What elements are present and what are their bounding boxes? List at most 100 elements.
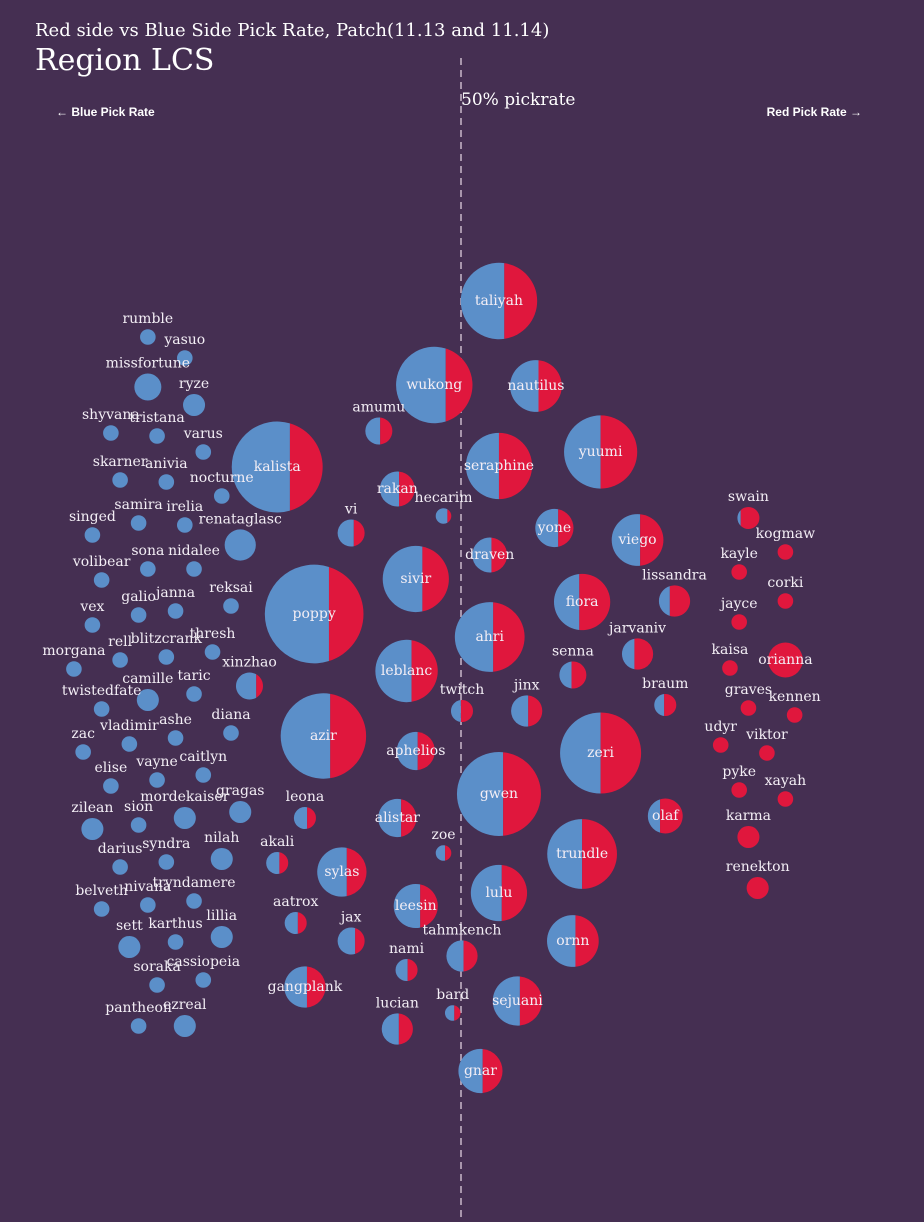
bubble-xinzhao-blue [235, 672, 257, 700]
bubble-diana-blue [223, 725, 239, 741]
bubble-lulu-blue [470, 864, 502, 922]
bubble-irelia: irelia [166, 499, 203, 533]
bubble-label-wukong: wukong [406, 377, 462, 393]
bubble-label-xinzhao: xinzhao [222, 654, 277, 670]
bubble-tahmkench: tahmkench [423, 922, 501, 972]
bubble-reksai-blue [223, 598, 239, 614]
bubble-soraka-blue [149, 977, 165, 993]
bubble-karma-red [737, 825, 760, 849]
bubble-label-lillia: lillia [206, 908, 237, 924]
bubble-corki: corki [767, 575, 804, 609]
bubble-nautilus-red [538, 360, 562, 412]
bubble-hecarim: hecarim [415, 490, 472, 524]
bubble-label-soraka: soraka [133, 959, 180, 975]
red-pick-rate-label: Red Pick Rate → [767, 105, 862, 119]
bubble-taliyah-red [504, 263, 538, 339]
bubble-swain: swain [728, 489, 769, 530]
bubble-vayne-blue [149, 772, 165, 788]
bubble-leblanc: leblanc [375, 639, 438, 703]
bubble-swain-blue [737, 510, 741, 526]
bubble-label-sivir: sivir [400, 571, 431, 587]
bubble-aatrox-blue [284, 911, 298, 935]
bubble-label-rumble: rumble [122, 311, 173, 327]
bubble-aatrox: aatrox [273, 894, 318, 935]
midline-label: 50% pickrate [461, 90, 575, 110]
bubble-kaisa: kaisa [712, 642, 748, 676]
bubble-caitlyn: caitlyn [179, 749, 227, 783]
bubble-twitch-blue [450, 700, 461, 722]
bubble-yuumi-red [600, 415, 638, 489]
bubble-label-syndra: syndra [142, 836, 190, 852]
bubble-label-ezreal: ezreal [163, 997, 207, 1013]
bubble-vladimir: vladimir [99, 718, 159, 752]
bubble-label-gwen: gwen [480, 786, 518, 802]
bubble-wukong-blue [396, 346, 446, 424]
bubble-vayne: vayne [135, 754, 178, 788]
bubble-kennen-red [786, 707, 803, 723]
bubble-renekton: renekton [726, 859, 790, 900]
bubble-leblanc-blue [375, 639, 412, 703]
bubble-tryndamere: tryndamere [152, 875, 236, 909]
bubble-label-sona: sona [131, 543, 164, 559]
bubble-twitch: twitch [440, 682, 484, 723]
bubble-sona: sona [131, 543, 164, 577]
bubble-jarvaniv-blue [621, 638, 635, 670]
bubble-jayce: jayce [719, 596, 758, 630]
bubble-label-swain: swain [728, 489, 769, 505]
bubble-amumu: amumu [352, 399, 405, 445]
bubble-label-tryndamere: tryndamere [152, 875, 235, 891]
bubble-label-akali: akali [260, 834, 295, 850]
bubble-nivana-blue [140, 897, 156, 913]
bubble-label-aatrox: aatrox [273, 894, 318, 910]
bubble-label-nivana: nivana [124, 879, 171, 895]
bubble-rumble-blue [140, 329, 156, 345]
bubble-galio-blue [130, 607, 147, 623]
bubble-kennen: kennen [769, 689, 821, 723]
bubble-tristana-blue [149, 428, 165, 444]
bubble-viego: viego [611, 514, 664, 566]
bubble-sett: sett [116, 918, 143, 959]
bubble-orianna: orianna [758, 642, 813, 678]
bubble-lucian: lucian [376, 995, 419, 1045]
bubble-label-nami: nami [389, 941, 425, 957]
bubble-lillia: lillia [206, 908, 237, 949]
bubble-olaf-blue [647, 799, 661, 833]
bubble-label-draven: draven [465, 547, 514, 563]
bubble-xayah: xayah [765, 773, 807, 807]
bubble-ahri: ahri [454, 602, 525, 672]
bubble-label-skarner: skarner [93, 454, 148, 470]
bubble-missfortune: missfortune [106, 355, 190, 401]
bubble-gwen-red [503, 752, 541, 836]
bubble-label-pantheon: pantheon [105, 1000, 172, 1016]
bubble-viktor-red [759, 745, 775, 761]
bubble-jarvaniv-red [634, 638, 654, 670]
bubble-mordekaiser-blue [173, 806, 196, 830]
bubble-graves-red [740, 700, 757, 716]
bubble-label-yuumi: yuumi [578, 444, 623, 460]
bubble-twistedfate-blue [93, 701, 110, 717]
bubble-ezreal-blue [173, 1014, 196, 1038]
bubble-pyke: pyke [722, 764, 756, 798]
bubble-ornn: ornn [547, 915, 599, 967]
bubble-pantheon: pantheon [105, 1000, 172, 1034]
bubble-akali-red [279, 852, 289, 874]
bubble-anivia: anivia [145, 456, 188, 490]
bubble-label-poppy: poppy [293, 606, 336, 622]
bubble-nidalee: nidalee [168, 543, 220, 577]
bubble-soraka: soraka [133, 959, 181, 993]
bubble-label-reksai: reksai [209, 580, 253, 596]
bubble-taric: taric [178, 668, 211, 702]
bubble-label-caitlyn: caitlyn [179, 749, 227, 765]
bubble-aphelios: aphelios [386, 731, 445, 771]
bubble-trundle: trundle [547, 819, 618, 889]
bubble-label-xayah: xayah [765, 773, 807, 789]
bubble-pyke-red [731, 782, 747, 798]
bubble-vi-red [353, 519, 365, 547]
bubble-sejuani-blue [492, 976, 520, 1026]
bubble-singed-blue [84, 527, 101, 543]
bubble-label-fiora: fiora [566, 594, 599, 610]
bubble-olaf: olaf [647, 798, 683, 834]
bubble-skarner: skarner [93, 454, 148, 488]
bubble-taric-blue [186, 686, 202, 702]
bubble-label-rell: rell [108, 634, 132, 650]
